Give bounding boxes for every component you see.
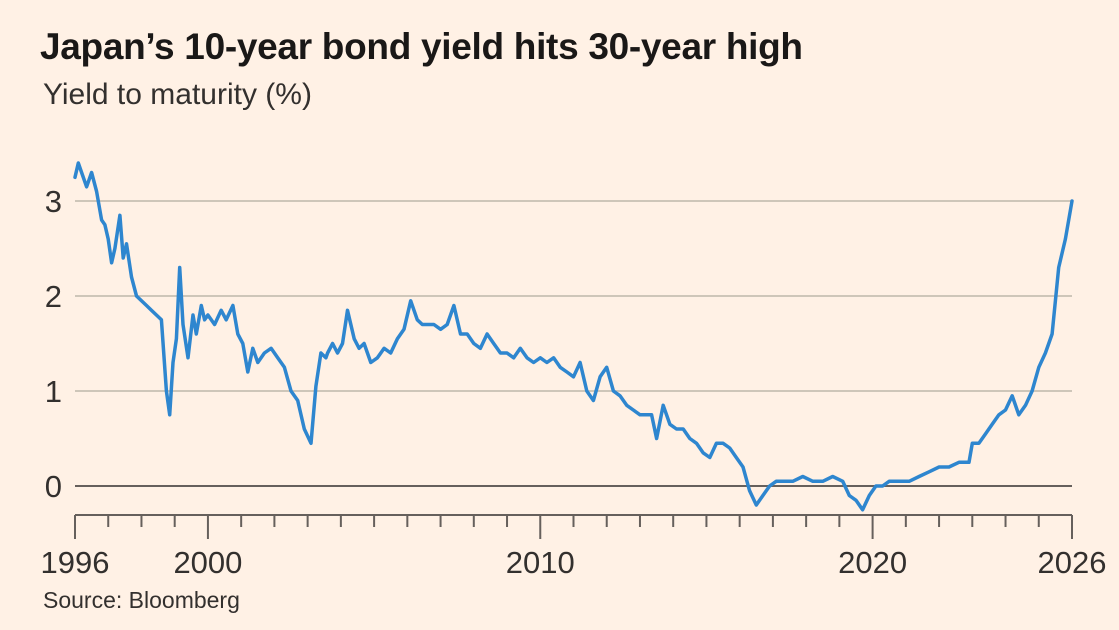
y-tick-label-2: 2 <box>45 279 62 314</box>
chart-subtitle: Yield to maturity (%) <box>43 78 312 111</box>
x-tick-label-2020: 2020 <box>838 545 907 580</box>
x-tick-label-2010: 2010 <box>506 545 575 580</box>
y-tick-label-3: 3 <box>45 184 62 219</box>
x-tick-label-2000: 2000 <box>173 545 242 580</box>
grid <box>75 200 1072 487</box>
y-tick-labels: 0 1 2 3 <box>45 184 62 504</box>
series-line-0 <box>73 161 1074 512</box>
x-tick-label-2026: 2026 <box>1038 545 1107 580</box>
chart-title: Japan’s 10-year bond yield hits 30-year … <box>40 26 803 67</box>
x-tick-labels: 1996 2000 2010 2020 2026 <box>41 545 1107 580</box>
y-tick-label-0: 0 <box>45 469 62 504</box>
series-layer <box>73 161 1074 512</box>
x-tick-label-1996: 1996 <box>41 545 110 580</box>
y-tick-label-1: 1 <box>45 374 62 409</box>
source-note: Source: Bloomberg <box>43 587 240 613</box>
x-axis <box>74 514 1073 539</box>
